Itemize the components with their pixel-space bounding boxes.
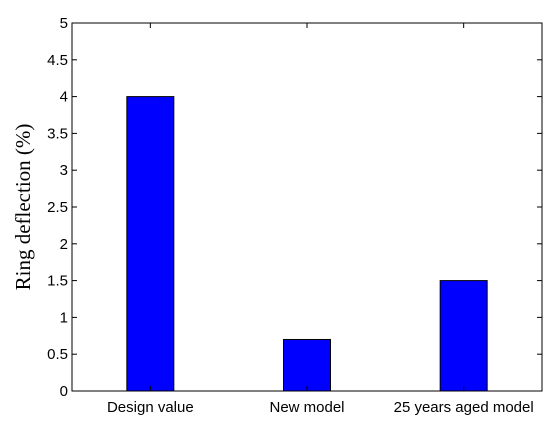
bar-1 [283,338,331,392]
y-tick-label-3: 1.5 [47,273,68,290]
y-axis-label: Ring deflection (%) [11,124,35,291]
y-tick-label-4: 2 [60,236,68,253]
y-tick-label-5: 2.5 [47,199,68,216]
y-tick-label-10: 5 [60,15,68,32]
y-tick-label-7: 3.5 [47,125,68,142]
y-tick-label-1: 0.5 [47,346,68,363]
x-axis-ticks: Design value New model 25 years aged model [107,23,534,416]
bars-group [126,96,488,392]
y-tick-label-9: 4.5 [47,52,68,69]
y-tick-label-0: 0 [60,383,68,400]
bar-0 [126,96,175,392]
y-axis-ticks: 0 0.5 1 1.5 2 2.5 3 3.5 4 4.5 5 [47,15,542,400]
x-category-label-2: 25 years aged model [394,399,534,416]
y-tick-label-8: 4 [60,89,68,106]
x-category-label-0: Design value [107,399,194,416]
x-category-label-1: New model [269,399,344,416]
y-tick-label-6: 3 [60,162,68,179]
y-tick-label-2: 1 [60,309,68,326]
bar-2 [439,280,488,392]
